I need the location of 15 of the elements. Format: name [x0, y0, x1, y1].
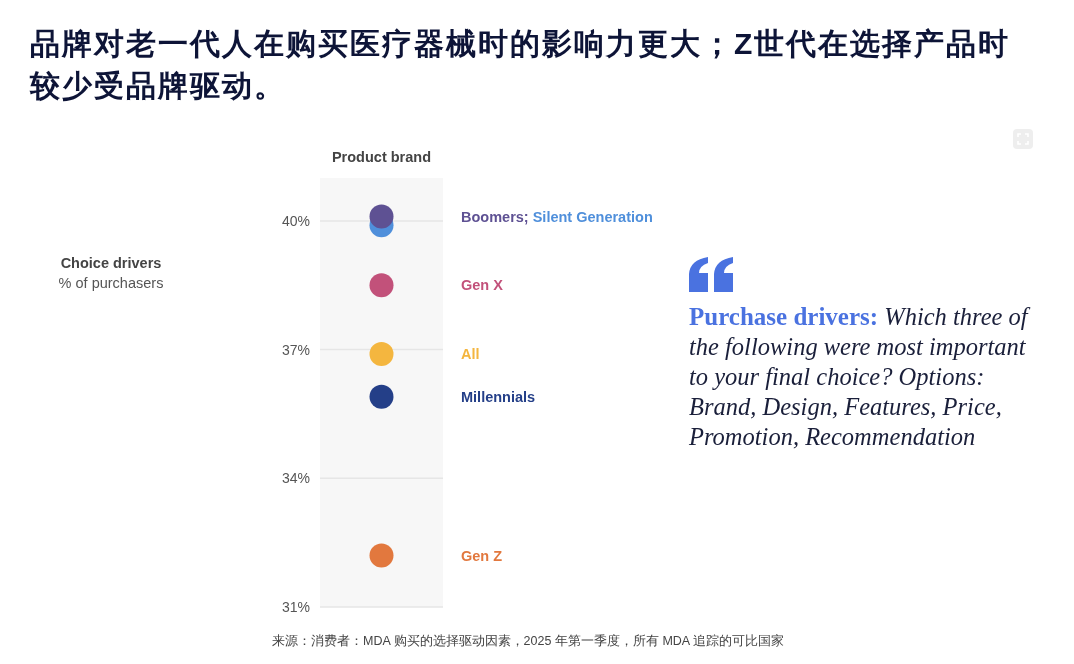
text: Silent Generation — [532, 208, 653, 225]
text: Millennials — [461, 388, 536, 405]
y-tick-label: 31% — [281, 599, 310, 615]
source-note: 来源：消费者：MDA 购买的选择驱动因素，2025 年第一季度，所有 MDA 追踪的可比国家 — [272, 633, 784, 648]
text: All — [461, 345, 480, 362]
text: Gen Z — [461, 547, 503, 564]
x-tick-label: Product brand — [331, 149, 432, 165]
text: Gen X — [461, 277, 504, 294]
text: Choice drivers — [60, 255, 162, 271]
y-tick-label: 40% — [281, 212, 310, 229]
y-tick-label: 34% — [281, 470, 310, 487]
text: 品牌对老一代人在购买医疗器械时的影响力更大；Z世代在选择产品时较少受品牌驱动。 — [29, 27, 1011, 102]
y-tick-label: 37% — [281, 341, 310, 358]
text: % of purchasers — [58, 275, 164, 291]
text: Boomers; — [461, 208, 529, 225]
